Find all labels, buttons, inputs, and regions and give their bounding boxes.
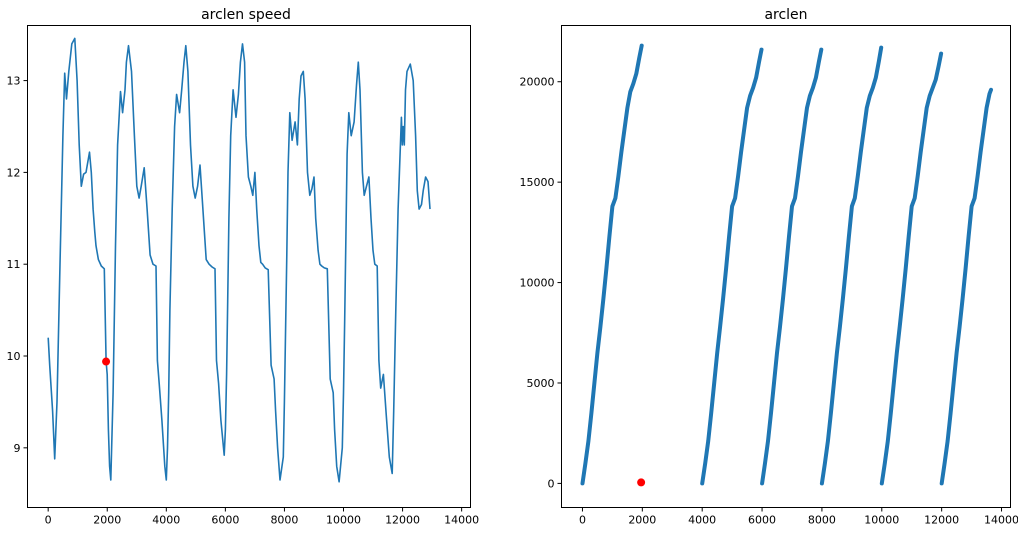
current-point-marker [637,478,646,487]
y-tick-label: 13 [7,75,21,88]
x-tick-label: 6000 [748,514,776,527]
y-axis: 0 5000 10000 15000 20000 [520,76,562,490]
y-tick-label: 10 [7,350,21,363]
y-tick-label: 20000 [520,76,555,89]
arclen-chart: arclen 0 2000 4000 6000 8000 10000 12000 14000 … [520,7,1018,527]
x-tick-label: 2000 [93,514,121,527]
plot-frame [27,25,471,508]
x-tick-label: 4000 [152,514,180,527]
arclen-series-segment [819,45,884,486]
y-tick-label: 15000 [520,176,555,189]
plot-marks [47,37,431,483]
x-tick-label: 8000 [808,514,836,527]
y-tick-label: 9 [14,442,21,455]
arclen-speed-chart: arclen speed 0 2000 4000 6000 8000 10000 12000… [7,7,480,527]
arclen-series-segment [879,51,944,486]
y-tick-label: 10000 [520,277,555,290]
plot-marks [580,43,993,487]
plot-frame [561,25,1011,508]
y-tick-label: 12 [7,166,21,179]
x-tick-label: 14000 [444,514,479,527]
x-tick-label: 14000 [984,514,1018,527]
x-axis: 0 2000 4000 6000 8000 10000 12000 14000 [45,507,479,527]
arclen-series-segment [700,47,764,486]
x-tick-label: 0 [579,514,586,527]
x-tick-label: 8000 [270,514,298,527]
arclen-series-segment [939,87,993,486]
x-tick-label: 6000 [211,514,239,527]
x-tick-label: 10000 [864,514,899,527]
x-axis: 0 2000 4000 6000 8000 10000 12000 14000 [579,507,1018,527]
y-tick-label: 5000 [527,377,555,390]
x-tick-label: 12000 [385,514,420,527]
current-point-marker [102,357,111,366]
arclen-series-segment [580,43,644,486]
y-tick-label: 11 [7,258,21,271]
x-tick-label: 4000 [688,514,716,527]
speed-series-line [47,37,431,483]
x-tick-label: 0 [45,514,52,527]
y-axis: 9 10 11 12 13 [7,75,28,455]
x-tick-label: 2000 [628,514,656,527]
x-tick-label: 12000 [924,514,959,527]
y-tick-label: 0 [548,477,555,490]
chart-title: arclen [764,7,807,23]
arclen-series-segment [760,47,824,486]
chart-title: arclen speed [201,7,291,23]
x-tick-label: 10000 [326,514,361,527]
